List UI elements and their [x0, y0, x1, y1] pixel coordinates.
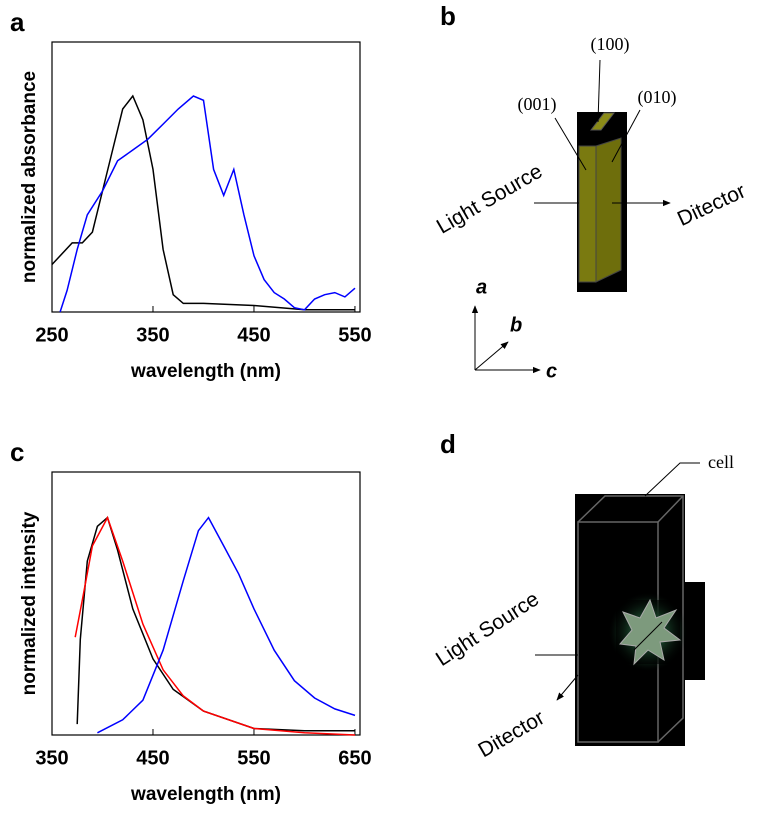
- source-label: Light Source: [433, 160, 547, 239]
- leader: [611, 109, 641, 163]
- crystal-top: [589, 112, 616, 131]
- panel-label: b: [440, 1, 456, 31]
- crystal-sample: [619, 598, 682, 666]
- x-axis-label: wavelength (nm): [130, 361, 281, 382]
- x-axis-label: wavelength (nm): [130, 784, 281, 805]
- plot-frame: [51, 471, 361, 736]
- x-tick-label: 250: [35, 324, 68, 346]
- detector-label: Ditector: [674, 179, 749, 230]
- source-label: Light Source: [432, 587, 543, 671]
- leader: [644, 462, 700, 497]
- spectrum-line: [51, 94, 355, 311]
- detector-label: Ditector: [474, 706, 548, 762]
- plot-frame: [51, 41, 361, 313]
- panel-label: c: [10, 437, 24, 467]
- axis-label: b: [510, 314, 522, 336]
- diagram-d: d cell Light Source Ditector: [432, 429, 734, 762]
- axis-arrow: [474, 341, 509, 371]
- x-tick-label: 550: [338, 324, 371, 346]
- x-tick-label: 650: [338, 747, 371, 769]
- spectrum-line: [97, 516, 356, 734]
- beam: [633, 621, 663, 651]
- diagram-b: b (100) (001) (010) Light Source Ditecto…: [433, 1, 750, 382]
- face-label: (100): [591, 34, 630, 55]
- crystal-front: [578, 145, 597, 283]
- spectrum-line: [59, 95, 356, 313]
- panel-label: d: [440, 429, 456, 459]
- x-tick-label: 350: [35, 747, 68, 769]
- leader: [597, 59, 601, 123]
- crystal-side: [595, 137, 622, 283]
- face-label: (010): [638, 87, 677, 108]
- x-tick-label: 350: [136, 324, 169, 346]
- axis-label: a: [476, 276, 487, 298]
- x-tick-label: 450: [136, 747, 169, 769]
- y-axis-label: normalized intensity: [19, 511, 40, 695]
- panel-label: a: [10, 7, 25, 37]
- cell-label: cell: [708, 452, 734, 472]
- x-tick-label: 450: [237, 324, 270, 346]
- axis-label: c: [546, 360, 557, 382]
- face-label: (001): [518, 94, 557, 115]
- y-axis-label: normalized absorbance: [19, 71, 40, 283]
- beam-out: [556, 674, 579, 701]
- spectrum-line: [74, 515, 356, 736]
- leader: [554, 117, 587, 171]
- x-tick-label: 550: [237, 747, 270, 769]
